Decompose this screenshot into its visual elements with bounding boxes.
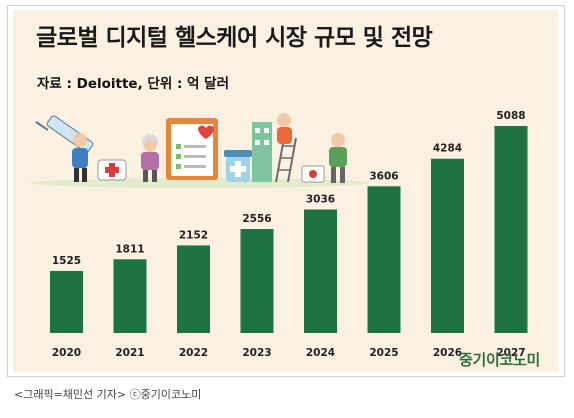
healthcare-illustration <box>30 113 370 188</box>
value-label-2025: 3606 <box>369 170 398 182</box>
pill-bottle-icon <box>224 150 252 182</box>
medical-kit-icon <box>97 159 127 181</box>
building-ladder-figure <box>252 122 297 183</box>
bar-2021 <box>113 259 147 333</box>
medicine-box-icon <box>301 165 325 183</box>
bars-group: 1525 2020 1811 2021 2152 2022 2556 2023 3036 2024… <box>50 110 528 359</box>
value-label-2021: 1811 <box>115 243 144 255</box>
value-label-2023: 2556 <box>242 213 271 225</box>
value-label-2022: 2152 <box>179 229 208 241</box>
value-label-2024: 3036 <box>306 193 335 205</box>
bar-2023 <box>240 229 274 333</box>
x-tick-label-2024: 2024 <box>306 347 335 359</box>
image-caption: <그래픽=채민선 기자> ⓒ중기이코노미 <box>14 388 202 401</box>
x-tick-label-2027: 2027 <box>496 347 525 359</box>
x-tick-label-2022: 2022 <box>179 347 208 359</box>
chart-panel <box>13 10 558 372</box>
value-label-2020: 1525 <box>52 255 81 267</box>
elderly-woman-figure <box>141 134 159 182</box>
chart-title: 글로벌 디지털 헬스케어 시장 규모 및 전망 <box>36 25 433 51</box>
clipboard-heart-icon <box>166 118 218 180</box>
publisher-watermark: 중기이코노미 <box>459 351 541 369</box>
elderly-man-figure <box>329 133 347 183</box>
x-tick-label-2021: 2021 <box>115 347 144 359</box>
syringe-icon <box>35 115 94 153</box>
bar-2022 <box>177 245 210 333</box>
value-label-2027: 5088 <box>496 110 525 122</box>
x-tick-label-2023: 2023 <box>242 347 271 359</box>
bar-2024 <box>304 209 337 333</box>
x-tick-label-2025: 2025 <box>369 347 398 359</box>
x-tick-label-2020: 2020 <box>52 347 81 359</box>
doctor-figure <box>72 133 88 182</box>
bar-2026 <box>431 158 464 333</box>
chart-source-unit: 자료 : Deloitte, 단위 : 억 달러 <box>37 76 230 92</box>
nurse-figure <box>277 113 292 144</box>
x-tick-label-2026: 2026 <box>433 347 462 359</box>
bar-2020 <box>50 270 83 333</box>
bar-2027 <box>494 126 528 333</box>
bar-2025 <box>367 186 401 333</box>
value-label-2026: 4284 <box>433 143 462 155</box>
